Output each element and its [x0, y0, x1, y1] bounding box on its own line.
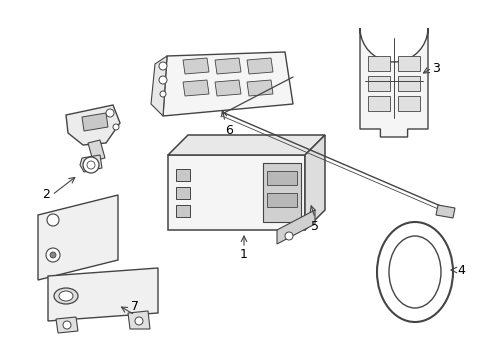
Circle shape — [135, 317, 142, 325]
Polygon shape — [168, 155, 305, 230]
Polygon shape — [80, 155, 102, 172]
Circle shape — [159, 62, 167, 70]
Ellipse shape — [59, 291, 73, 301]
Polygon shape — [48, 268, 158, 321]
Polygon shape — [397, 96, 419, 111]
Polygon shape — [266, 193, 296, 207]
Polygon shape — [266, 171, 296, 185]
Polygon shape — [359, 28, 427, 137]
Polygon shape — [435, 205, 454, 218]
Polygon shape — [82, 113, 108, 131]
Polygon shape — [276, 210, 314, 244]
Polygon shape — [367, 56, 389, 71]
Polygon shape — [163, 52, 292, 116]
Polygon shape — [128, 311, 150, 329]
Polygon shape — [397, 56, 419, 71]
Polygon shape — [176, 169, 190, 181]
Circle shape — [50, 252, 56, 258]
Polygon shape — [397, 76, 419, 91]
Ellipse shape — [376, 222, 452, 322]
Text: 6: 6 — [224, 124, 232, 137]
Polygon shape — [246, 58, 272, 74]
Polygon shape — [183, 58, 208, 74]
Ellipse shape — [388, 236, 440, 308]
Polygon shape — [246, 80, 272, 96]
Polygon shape — [56, 317, 78, 333]
Polygon shape — [38, 195, 118, 280]
Text: 4: 4 — [456, 264, 464, 276]
Circle shape — [159, 76, 167, 84]
Text: 2: 2 — [42, 189, 50, 202]
Polygon shape — [215, 80, 241, 96]
Polygon shape — [263, 163, 301, 222]
Text: 7: 7 — [131, 300, 139, 313]
Circle shape — [87, 161, 95, 169]
Polygon shape — [183, 80, 208, 96]
Circle shape — [63, 321, 71, 329]
Polygon shape — [176, 187, 190, 199]
Circle shape — [47, 214, 59, 226]
Circle shape — [106, 109, 114, 117]
Circle shape — [285, 232, 292, 240]
Polygon shape — [367, 96, 389, 111]
Text: 1: 1 — [240, 248, 247, 261]
Polygon shape — [305, 135, 325, 230]
Circle shape — [83, 157, 99, 173]
Polygon shape — [215, 58, 241, 74]
Polygon shape — [168, 135, 325, 155]
Polygon shape — [66, 105, 120, 145]
Text: 5: 5 — [310, 220, 318, 233]
Circle shape — [160, 91, 165, 97]
Text: 3: 3 — [431, 62, 439, 75]
Circle shape — [46, 248, 60, 262]
Polygon shape — [367, 76, 389, 91]
Polygon shape — [151, 56, 167, 116]
Circle shape — [113, 124, 119, 130]
Polygon shape — [176, 205, 190, 217]
Ellipse shape — [54, 288, 78, 304]
Polygon shape — [88, 140, 105, 161]
